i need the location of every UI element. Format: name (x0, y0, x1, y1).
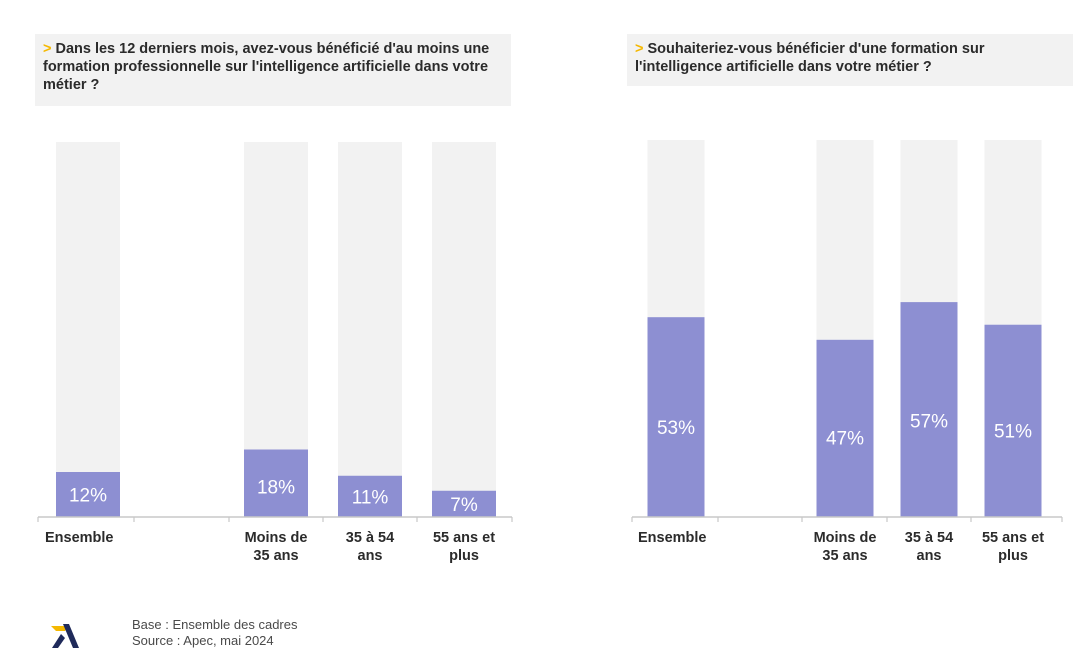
category-label: Moins de 35 ans (245, 530, 308, 564)
category-label-line: 55 ans et (433, 530, 495, 546)
category-label-line: Ensemble (45, 530, 114, 546)
chart-2-question: > Souhaiteriez-vous bénéficier d'une form… (627, 34, 1073, 86)
bar-value-label: 7% (450, 495, 478, 516)
bar-value-label: 12% (69, 486, 107, 507)
category-label-line: 35 ans (822, 548, 867, 564)
question-marker: > (635, 41, 644, 57)
bar (900, 302, 958, 517)
category-label-line: 35 à 54 (905, 530, 953, 546)
bar-track (56, 142, 120, 517)
category-label: Ensemble (45, 530, 114, 546)
bar-track (338, 142, 402, 517)
bar-value-label: 51% (994, 421, 1032, 442)
category-label: Ensemble (638, 530, 707, 546)
bar (432, 490, 496, 517)
category-label-line: 35 ans (253, 548, 298, 564)
category-label-line: 55 ans et (982, 530, 1044, 546)
category-label-line: Ensemble (638, 530, 707, 546)
bar-value-label: 18% (257, 478, 295, 499)
footer-source: Source : Apec, mai 2024 (132, 633, 274, 648)
category-label-line: ans (917, 548, 942, 564)
bar-value-label: 53% (657, 418, 695, 439)
bar (647, 317, 705, 517)
bar (338, 475, 402, 517)
footer-base: Base : Ensemble des cadres (132, 617, 298, 632)
chart-1-question-text: Dans les 12 derniers mois, avez-vous bén… (43, 41, 490, 93)
bar (984, 324, 1042, 517)
category-label: Moins de 35 ans (814, 530, 877, 564)
chart-1-question: > Dans les 12 derniers mois, avez-vous bé… (35, 34, 511, 106)
category-label-line: plus (998, 548, 1028, 564)
category-label: 35 à 54 ans (905, 530, 953, 564)
bar-track (432, 142, 496, 517)
bar-value-label: 57% (910, 411, 948, 432)
question-marker: > (43, 41, 52, 57)
category-label-line: 35 à 54 (346, 530, 394, 546)
category-label: 55 ans et plus (982, 530, 1044, 564)
chart-footer: Base : Ensemble des cadres Source : Apec… (132, 617, 297, 649)
category-label-line: plus (449, 548, 479, 564)
category-label-line: Moins de (814, 530, 877, 546)
apec-logo-icon (51, 624, 79, 648)
bar-value-label: 47% (826, 428, 864, 449)
bar (816, 339, 874, 517)
bar (244, 449, 308, 517)
bar-value-label: 11% (352, 487, 389, 508)
category-label: 35 à 54 ans (346, 530, 394, 564)
category-label: 55 ans et plus (433, 530, 495, 564)
category-label-line: ans (358, 548, 383, 564)
chart-2-question-text: Souhaiteriez-vous bénéficier d'une forma… (635, 41, 985, 75)
category-label-line: Moins de (245, 530, 308, 546)
bar (56, 472, 120, 517)
